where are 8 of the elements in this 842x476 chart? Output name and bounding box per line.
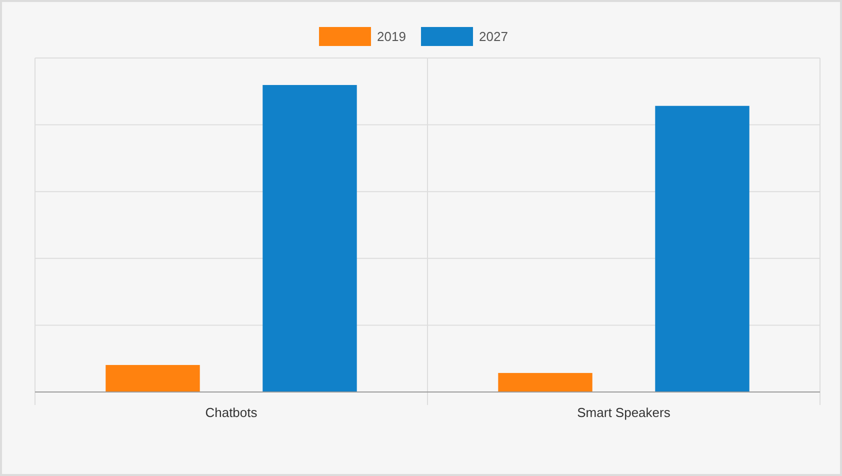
legend-label: 2019 [377,29,406,44]
x-tick-label: Chatbots [205,405,258,420]
x-tick-label: Smart Speakers [577,405,671,420]
legend-label: 2027 [479,29,508,44]
bar [262,85,357,392]
bar [106,364,200,392]
bar [498,372,592,392]
bar [655,106,750,392]
